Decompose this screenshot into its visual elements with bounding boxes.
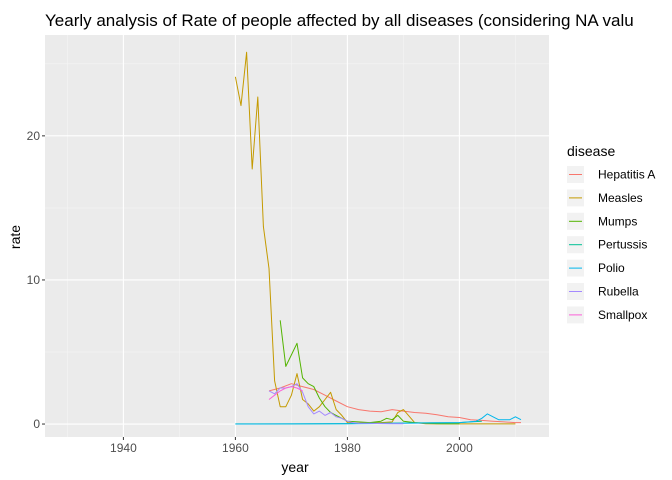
- y-tick-label: 0: [33, 417, 40, 431]
- legend-label-measles: Measles: [598, 191, 643, 205]
- x-tick-label: 1960: [222, 441, 249, 455]
- legend-label-polio: Polio: [598, 261, 625, 275]
- x-tick-label: 1980: [334, 441, 361, 455]
- series-line-hepatitis-a: [268, 383, 521, 424]
- x-axis-title: year: [281, 459, 309, 475]
- series-line-smallpox: [268, 386, 303, 400]
- x-tick-label: 1940: [110, 441, 137, 455]
- legend-title: disease: [567, 143, 615, 159]
- plot-panel: 1940 1960 1980 2000 0 10 20: [27, 35, 549, 455]
- legend-label-mumps: Mumps: [598, 214, 637, 228]
- y-tick-label: 10: [27, 273, 41, 287]
- y-tick-label: 20: [27, 129, 41, 143]
- legend: disease Hepatitis A Measles Mumps Pertussis…: [567, 143, 655, 324]
- legend-label-pertussis: Pertussis: [598, 238, 647, 252]
- legend-label-smallpox: Smallpox: [598, 308, 647, 322]
- chart-title: Yearly analysis of Rate of people affect…: [45, 11, 634, 30]
- series-line-polio: [235, 413, 522, 425]
- legend-label-rubella: Rubella: [598, 285, 639, 299]
- legend-label-hepatitis-a: Hepatitis A: [598, 168, 655, 182]
- y-axis-title: rate: [7, 225, 23, 249]
- x-tick-label: 2000: [446, 441, 473, 455]
- panel-background: [45, 35, 549, 437]
